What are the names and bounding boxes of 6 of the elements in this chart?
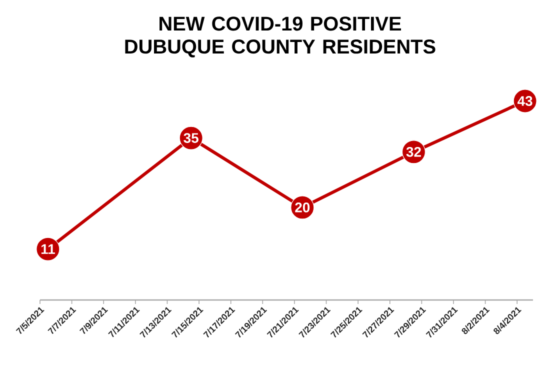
data-label: 43 bbox=[518, 96, 532, 106]
data-label: 35 bbox=[184, 133, 198, 143]
data-label: 20 bbox=[295, 202, 310, 212]
data-label: 32 bbox=[406, 146, 421, 157]
data-label: 11 bbox=[41, 244, 55, 254]
chart-title: NEW COVID-19 POSITIVE DUBUQUE COUNTY RESIDENTS bbox=[125, 16, 436, 58]
